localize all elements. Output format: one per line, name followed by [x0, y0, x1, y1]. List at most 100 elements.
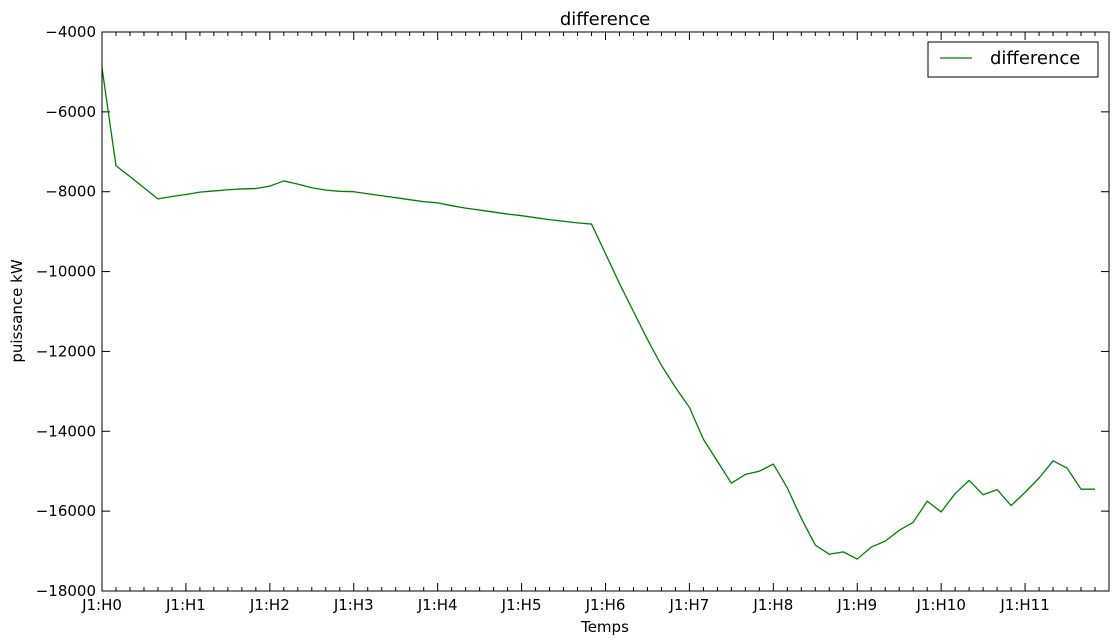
tick-marks	[101, 31, 1110, 592]
data-point[interactable]	[897, 528, 902, 533]
data-point[interactable]	[715, 459, 720, 464]
data-point[interactable]	[1065, 466, 1070, 471]
data-point[interactable]	[337, 189, 342, 194]
y-tick-labels: −4000 −6000 −8000 −10000 −12000 −14000 −16000 −…	[36, 23, 96, 600]
x-tick-label: J1:H11	[999, 596, 1049, 614]
plot-frame	[101, 31, 1110, 592]
data-point[interactable]	[701, 437, 706, 442]
data-point[interactable]	[687, 405, 692, 410]
data-point[interactable]	[995, 487, 1000, 492]
data-point[interactable]	[197, 190, 202, 195]
data-point[interactable]	[911, 520, 916, 525]
data-point[interactable]	[449, 203, 454, 208]
data-point[interactable]	[211, 188, 216, 193]
data-point[interactable]	[379, 193, 384, 198]
data-point[interactable]	[561, 219, 566, 224]
data-point[interactable]	[1093, 487, 1098, 492]
data-point[interactable]	[533, 215, 538, 220]
data-point[interactable]	[659, 363, 664, 368]
data-point[interactable]	[841, 549, 846, 554]
data-point[interactable]	[1079, 487, 1084, 492]
data-point[interactable]	[771, 462, 776, 467]
x-tick-label: J1:H10	[915, 596, 965, 614]
data-point[interactable]	[1037, 476, 1042, 481]
data-point[interactable]	[505, 212, 510, 217]
data-point[interactable]	[267, 184, 272, 189]
data-point[interactable]	[323, 188, 328, 193]
y-tick-label: −6000	[45, 103, 96, 121]
data-point[interactable]	[799, 516, 804, 521]
data-point[interactable]	[477, 208, 482, 213]
data-point[interactable]	[295, 182, 300, 187]
legend-label-difference: difference	[990, 48, 1080, 69]
x-tick-labels: J1:H0 J1:H1 J1:H2 J1:H3 J1:H4 J1:H5 J1:H6 J1:H7…	[81, 596, 1050, 614]
x-tick-label: J1:H1	[165, 596, 206, 614]
data-point[interactable]	[617, 281, 622, 286]
data-point[interactable]	[1051, 458, 1056, 463]
data-point[interactable]	[813, 543, 818, 548]
data-point[interactable]	[421, 199, 426, 204]
data-point[interactable]	[169, 194, 174, 199]
data-point[interactable]	[253, 186, 258, 191]
data-point[interactable]	[127, 174, 132, 179]
data-point[interactable]	[463, 206, 468, 211]
data-point[interactable]	[953, 491, 958, 496]
data-point[interactable]	[743, 472, 748, 477]
legend[interactable]: difference	[927, 41, 1099, 78]
data-point[interactable]	[939, 509, 944, 514]
data-point[interactable]	[225, 187, 230, 192]
y-tick-label: −8000	[45, 183, 96, 201]
x-tick-label: J1:H5	[501, 596, 542, 614]
y-tick-label: −4000	[45, 23, 96, 41]
legend-box	[927, 41, 1099, 78]
x-axis-label: Temps	[580, 618, 629, 636]
data-point[interactable]	[855, 557, 860, 562]
data-point[interactable]	[141, 185, 146, 190]
data-point[interactable]	[407, 197, 412, 202]
data-point[interactable]	[631, 309, 636, 314]
data-point[interactable]	[365, 191, 370, 196]
data-point[interactable]	[281, 178, 286, 183]
data-point[interactable]	[967, 478, 972, 483]
x-tick-label: J1:H3	[333, 596, 374, 614]
data-point[interactable]	[757, 469, 762, 474]
data-point[interactable]	[113, 163, 118, 168]
data-point[interactable]	[645, 337, 650, 342]
data-point[interactable]	[925, 499, 930, 504]
data-point[interactable]	[869, 545, 874, 550]
data-point[interactable]	[519, 213, 524, 218]
data-point[interactable]	[827, 552, 832, 557]
y-tick-label: −12000	[36, 342, 96, 360]
data-point[interactable]	[183, 192, 188, 197]
data-point[interactable]	[673, 385, 678, 390]
y-tick-label: −14000	[36, 422, 96, 440]
x-tick-label: J1:H0	[81, 596, 122, 614]
series-line-difference[interactable]	[101, 67, 1096, 560]
data-point[interactable]	[883, 539, 888, 544]
data-point[interactable]	[309, 185, 314, 190]
data-point[interactable]	[239, 186, 244, 191]
data-point[interactable]	[785, 485, 790, 490]
y-tick-label: −10000	[36, 263, 96, 281]
data-point[interactable]	[155, 196, 160, 201]
series-layer	[101, 67, 1098, 562]
data-point[interactable]	[491, 210, 496, 215]
data-point[interactable]	[575, 220, 580, 225]
y-axis-label: puissance kW	[8, 259, 26, 362]
data-point[interactable]	[435, 200, 440, 205]
data-point[interactable]	[1009, 503, 1014, 508]
data-point[interactable]	[351, 189, 356, 194]
data-point[interactable]	[729, 481, 734, 486]
data-point[interactable]	[1023, 490, 1028, 495]
data-point[interactable]	[603, 251, 608, 256]
x-tick-label: J1:H8	[752, 596, 793, 614]
x-tick-label: J1:H2	[249, 596, 290, 614]
data-point[interactable]	[547, 217, 552, 222]
x-tick-label: J1:H7	[668, 596, 709, 614]
data-point[interactable]	[589, 222, 594, 227]
data-point[interactable]	[981, 492, 986, 497]
x-tick-label: J1:H4	[417, 596, 458, 614]
data-point[interactable]	[393, 195, 398, 200]
y-tick-label: −18000	[36, 582, 96, 600]
